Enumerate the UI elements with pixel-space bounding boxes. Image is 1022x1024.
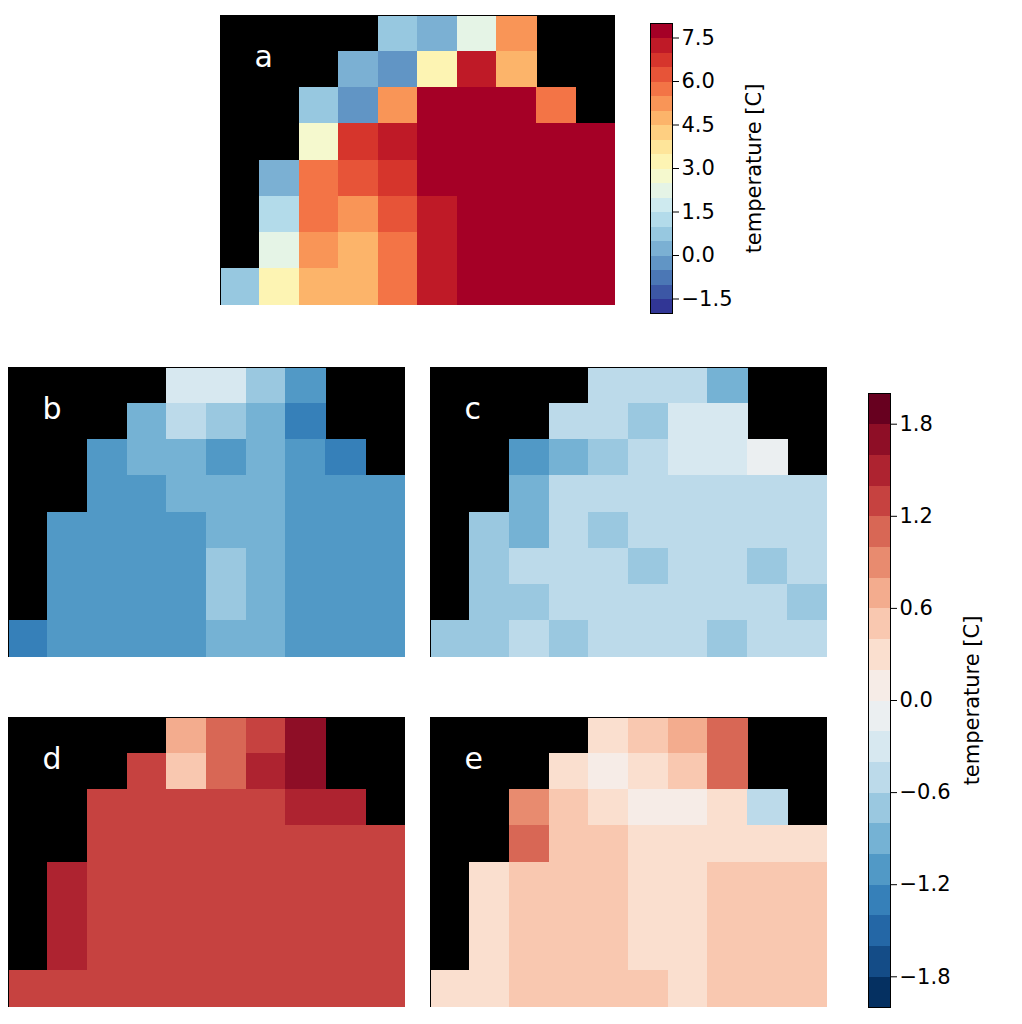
svg-text:−0.6: −0.6	[900, 780, 951, 804]
svg-text:7.5: 7.5	[682, 26, 715, 50]
svg-text:1.5: 1.5	[682, 200, 715, 224]
svg-text:b: b	[43, 391, 62, 426]
svg-text:a: a	[255, 39, 273, 74]
svg-text:0.0: 0.0	[682, 243, 715, 267]
svg-text:e: e	[465, 741, 483, 776]
svg-text:0.0: 0.0	[900, 688, 933, 712]
svg-text:3.0: 3.0	[682, 156, 715, 180]
svg-text:temperature [C]: temperature [C]	[742, 84, 766, 254]
svg-text:1.2: 1.2	[900, 504, 933, 528]
svg-text:−1.5: −1.5	[682, 287, 733, 311]
svg-text:temperature [C]: temperature [C]	[960, 616, 984, 786]
svg-text:−1.2: −1.2	[900, 872, 951, 896]
svg-text:d: d	[43, 741, 62, 776]
svg-text:4.5: 4.5	[682, 113, 715, 137]
svg-text:c: c	[465, 391, 482, 426]
svg-text:−1.8: −1.8	[900, 965, 951, 989]
svg-text:6.0: 6.0	[682, 69, 715, 93]
svg-text:1.8: 1.8	[900, 412, 933, 436]
svg-text:0.6: 0.6	[900, 596, 933, 620]
